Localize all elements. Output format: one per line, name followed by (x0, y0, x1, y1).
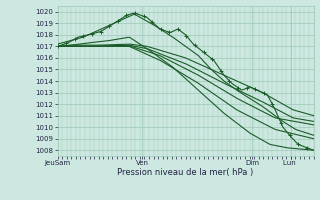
X-axis label: Pression niveau de la mer( hPa ): Pression niveau de la mer( hPa ) (117, 168, 254, 177)
